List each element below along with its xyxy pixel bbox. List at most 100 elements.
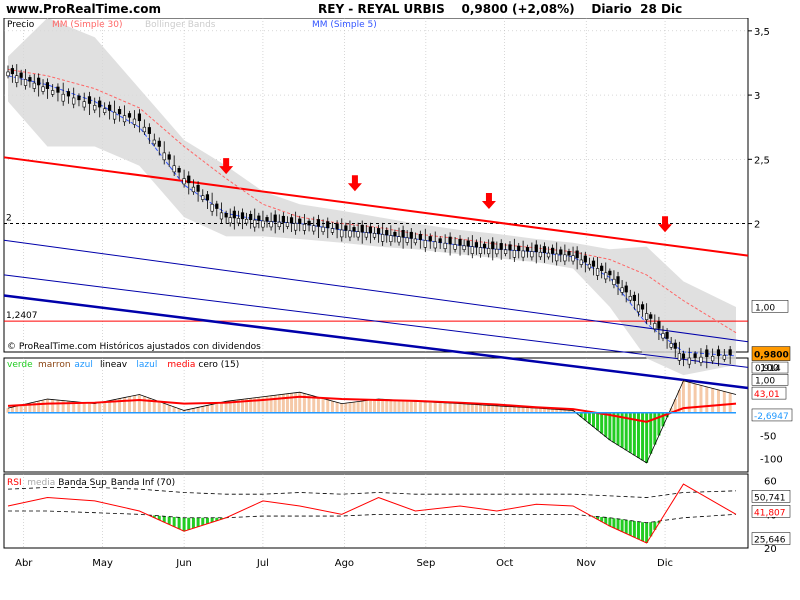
candle-body bbox=[418, 233, 422, 240]
candle-body bbox=[191, 186, 196, 193]
candle-body bbox=[624, 285, 628, 293]
price-value-box bbox=[751, 374, 789, 386]
x-tick-label: May bbox=[92, 558, 113, 569]
candle-body bbox=[482, 243, 487, 249]
legend-bollinger: Bollinger Bands bbox=[145, 20, 216, 30]
x-tick-label: Jul bbox=[256, 558, 269, 569]
candle-body bbox=[491, 241, 495, 250]
candle-body bbox=[632, 294, 636, 301]
candle-body bbox=[224, 212, 228, 218]
resistance-arrow bbox=[481, 192, 496, 209]
candle-body bbox=[321, 226, 325, 233]
legend-ma30: MM (Simple 30) bbox=[52, 20, 122, 30]
candle-body bbox=[364, 232, 368, 238]
candle-body bbox=[352, 227, 356, 232]
resistance-arrow bbox=[219, 158, 234, 175]
rsi-panel bbox=[3, 473, 749, 549]
candle-body bbox=[636, 304, 641, 313]
level-1-2407-label: 1,2407 bbox=[6, 311, 38, 321]
candle-body bbox=[401, 230, 405, 238]
candle-body bbox=[448, 236, 452, 245]
candle-body bbox=[122, 115, 127, 123]
macd-legend-item: lineav bbox=[100, 360, 128, 370]
rsi-y-tick-label: 60 bbox=[764, 477, 777, 488]
candle-body bbox=[117, 108, 122, 115]
candle-body bbox=[112, 111, 117, 120]
macd-value-box-label: 43,01 bbox=[754, 390, 780, 400]
candle-body bbox=[653, 323, 657, 330]
rsi-lower-band bbox=[8, 510, 737, 524]
copyright-note: © ProRealTime.com Históricos ajustados c… bbox=[7, 341, 261, 352]
candle-body bbox=[699, 356, 703, 363]
candle-body bbox=[157, 140, 161, 147]
candle-body bbox=[137, 113, 142, 122]
candle-body bbox=[368, 226, 372, 234]
candle-body bbox=[542, 246, 547, 253]
rsi-upper-band bbox=[7, 487, 737, 498]
macd-legend-item: marron bbox=[38, 360, 71, 370]
candle-body bbox=[499, 243, 503, 250]
candle-body bbox=[669, 343, 673, 348]
candle-body bbox=[579, 259, 583, 265]
candle-body bbox=[517, 245, 521, 251]
macd-y-tick-label: 100 bbox=[760, 363, 779, 374]
candle-body bbox=[728, 349, 732, 356]
candle-body bbox=[298, 218, 302, 224]
candle-body bbox=[196, 184, 200, 192]
candle-body bbox=[453, 244, 457, 250]
candle-body bbox=[273, 214, 277, 223]
candle-body bbox=[673, 342, 677, 349]
candle-body bbox=[470, 246, 474, 254]
candle-body bbox=[32, 82, 36, 89]
candle-body bbox=[657, 321, 661, 329]
candle-body bbox=[51, 90, 55, 95]
candle-body bbox=[340, 229, 344, 238]
candle-body bbox=[103, 108, 107, 113]
candle-body bbox=[232, 210, 236, 219]
macd-value-box-label: -2,6947 bbox=[754, 412, 789, 422]
candle-body bbox=[147, 127, 151, 134]
candle-body bbox=[530, 251, 534, 258]
rsi-value-box bbox=[751, 532, 791, 545]
x-tick-label: Nov bbox=[576, 558, 596, 569]
candle-body bbox=[571, 255, 575, 262]
candle-body bbox=[716, 349, 721, 357]
candle-body bbox=[344, 225, 348, 231]
candle-body bbox=[604, 272, 608, 280]
candle-body bbox=[389, 235, 393, 242]
rsi-value-box bbox=[751, 490, 791, 503]
candle-body bbox=[201, 195, 205, 200]
macd-legend-item: media bbox=[167, 360, 195, 370]
candle-body bbox=[478, 247, 483, 254]
candle-body bbox=[458, 238, 462, 246]
candle-body bbox=[19, 72, 23, 78]
candle-body bbox=[616, 276, 620, 284]
macd-panel bbox=[3, 357, 749, 473]
candle-body bbox=[277, 221, 281, 228]
candle-body bbox=[546, 252, 551, 258]
candle-body bbox=[722, 355, 726, 360]
candle-body bbox=[534, 244, 538, 253]
blue-channel-line bbox=[3, 294, 749, 390]
candle-body bbox=[61, 93, 65, 102]
candle-body bbox=[551, 247, 555, 254]
candle-body bbox=[182, 178, 186, 185]
candle-body bbox=[512, 250, 516, 258]
candle-body bbox=[508, 244, 512, 251]
candle-body bbox=[77, 95, 81, 101]
candle-body bbox=[127, 113, 132, 118]
candle-body bbox=[705, 349, 709, 358]
candle-body bbox=[620, 287, 624, 293]
candle-body bbox=[257, 215, 261, 221]
candle-body bbox=[693, 353, 697, 358]
level-2-label: 2 bbox=[6, 214, 12, 224]
candle-body bbox=[10, 68, 14, 75]
candle-body bbox=[98, 100, 102, 108]
candle-body bbox=[93, 105, 97, 111]
candle-body bbox=[376, 228, 381, 235]
rsi-y-tick-label: 20 bbox=[764, 544, 777, 555]
candle-body bbox=[56, 86, 60, 93]
rsi-legend-item: Banda Inf (70) bbox=[111, 478, 175, 488]
candle-body bbox=[285, 222, 290, 227]
candle-body bbox=[600, 265, 604, 271]
